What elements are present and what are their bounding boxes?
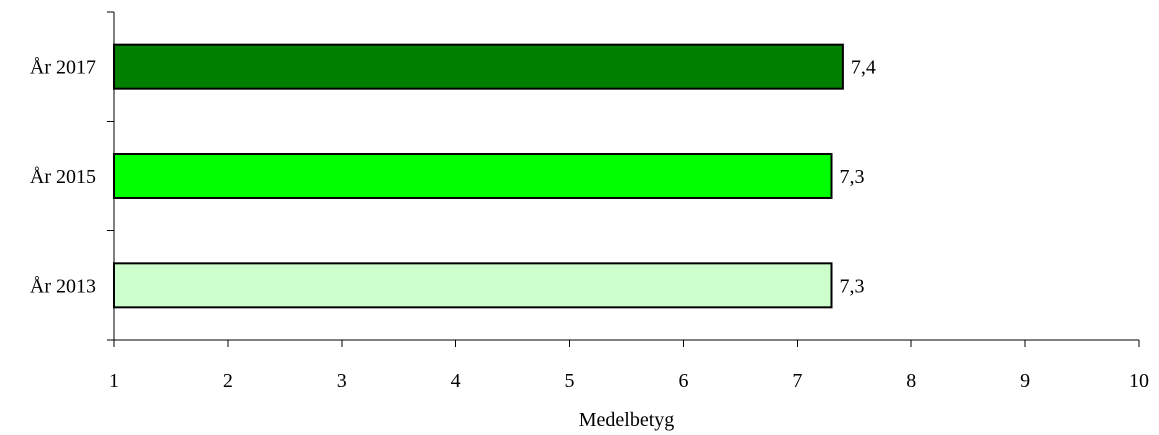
x-tick-label: 5 bbox=[565, 370, 575, 392]
category-label: År 2017 bbox=[30, 57, 96, 79]
y-axis bbox=[107, 11, 115, 341]
bars-group bbox=[113, 43, 844, 309]
bar bbox=[113, 153, 833, 199]
bar bbox=[113, 43, 844, 90]
x-tick-label: 3 bbox=[337, 370, 347, 392]
x-tick-label: 8 bbox=[906, 370, 916, 392]
category-label: År 2015 bbox=[30, 166, 96, 188]
data-label: 7,3 bbox=[840, 166, 865, 188]
category-label: År 2013 bbox=[30, 275, 96, 297]
data-label: 7,3 bbox=[840, 275, 865, 297]
x-tick-label: 7 bbox=[792, 370, 802, 392]
x-axis: 1 2 3 4 5 6 7 8 9 10 bbox=[109, 339, 1149, 392]
x-axis-title: Medelbetyg bbox=[579, 409, 675, 431]
x-tick-label: 6 bbox=[678, 370, 688, 392]
labels-group: 7,4 År 2017 7,3 År 2015 7,3 År 2013 bbox=[30, 57, 876, 298]
data-label: 7,4 bbox=[851, 57, 876, 79]
x-tick-label: 2 bbox=[223, 370, 233, 392]
x-tick-label: 9 bbox=[1020, 370, 1030, 392]
x-tick-label: 10 bbox=[1129, 370, 1149, 392]
bar bbox=[113, 262, 833, 309]
x-tick-label: 1 bbox=[109, 370, 119, 392]
x-tick-label: 4 bbox=[451, 370, 461, 392]
